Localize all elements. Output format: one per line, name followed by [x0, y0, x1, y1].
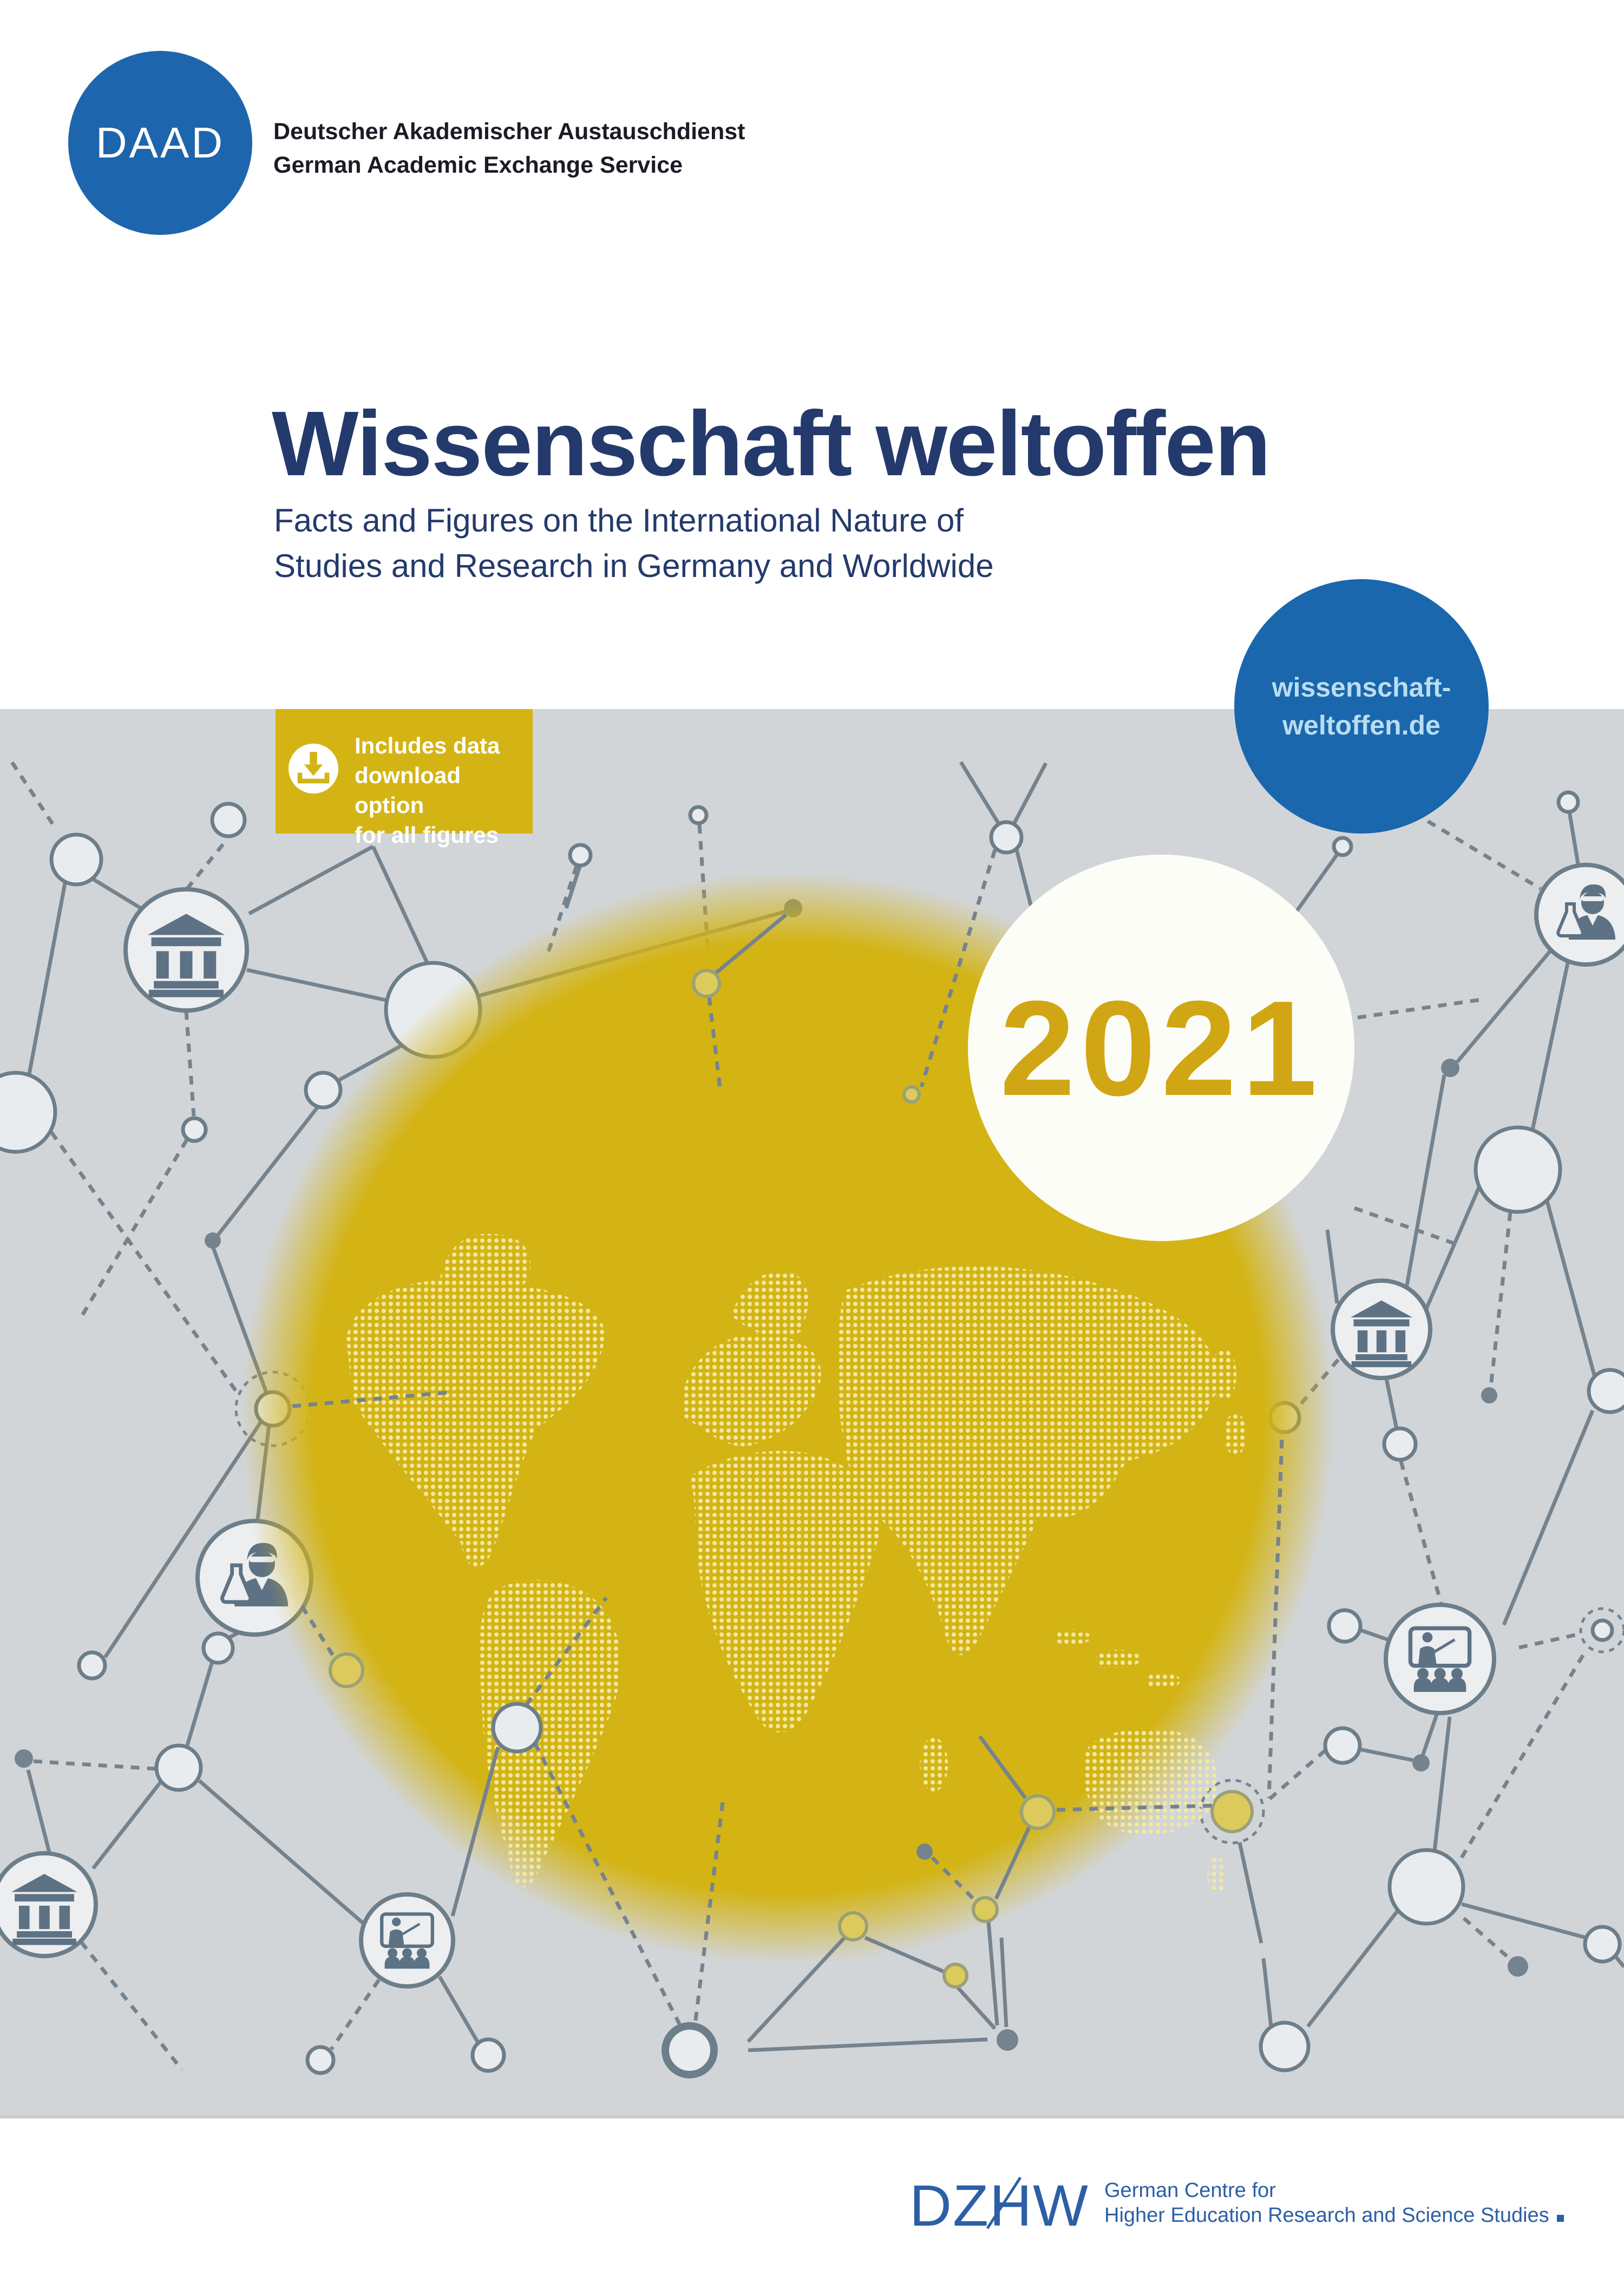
- university-icon: [1331, 1278, 1432, 1380]
- network-graphic-back: [0, 758, 1624, 2078]
- page-subtitle: Facts and Figures on the International N…: [274, 498, 994, 589]
- daad-logo-label: DAAD: [95, 119, 225, 167]
- presentation-icon: [359, 1892, 455, 1989]
- download-line-2: download option: [355, 763, 461, 818]
- year-label: 2021: [999, 972, 1323, 1124]
- dzhw-description: German Centre for Higher Education Resea…: [1104, 2178, 1564, 2228]
- university-icon: [123, 887, 249, 1013]
- website-badge[interactable]: wissenschaft- weltoffen.de: [1234, 579, 1489, 834]
- subtitle-line-2: Studies and Research in Germany and Worl…: [274, 548, 994, 584]
- presentation-icon: [1384, 1603, 1496, 1715]
- subtitle-line-1: Facts and Figures on the International N…: [274, 502, 964, 539]
- year-badge: 2021: [968, 855, 1354, 1241]
- network-graphic-front: [292, 849, 1284, 2043]
- org-line-en: German Academic Exchange Service: [273, 152, 683, 178]
- dzhw-logo: DZHW: [909, 2173, 1089, 2238]
- scientist-icon: [1534, 863, 1624, 967]
- organization-name: Deutscher Akademischer Austauschdienst G…: [273, 115, 745, 182]
- dzhw-line-2: Higher Education Research and Science St…: [1104, 2203, 1564, 2228]
- website-line-1: wissenschaft-: [1272, 672, 1451, 703]
- university-icon: [0, 1851, 98, 1958]
- world-map: [346, 1234, 1246, 1894]
- download-line-1: Includes data: [355, 733, 500, 758]
- dzhw-square-mark: [1556, 2215, 1564, 2222]
- page-title: Wissenschaft weltoffen: [272, 392, 1271, 495]
- dzhw-line-1: German Centre for: [1104, 2179, 1276, 2202]
- download-badge: Includes data download option for all fi…: [276, 709, 533, 848]
- daad-logo: DAAD: [68, 51, 252, 235]
- org-line-de: Deutscher Akademischer Austauschdienst: [273, 119, 745, 145]
- download-line-3: for all figures: [355, 822, 499, 848]
- download-icon: [288, 743, 339, 794]
- website-line-2: weltoffen.de: [1282, 710, 1440, 740]
